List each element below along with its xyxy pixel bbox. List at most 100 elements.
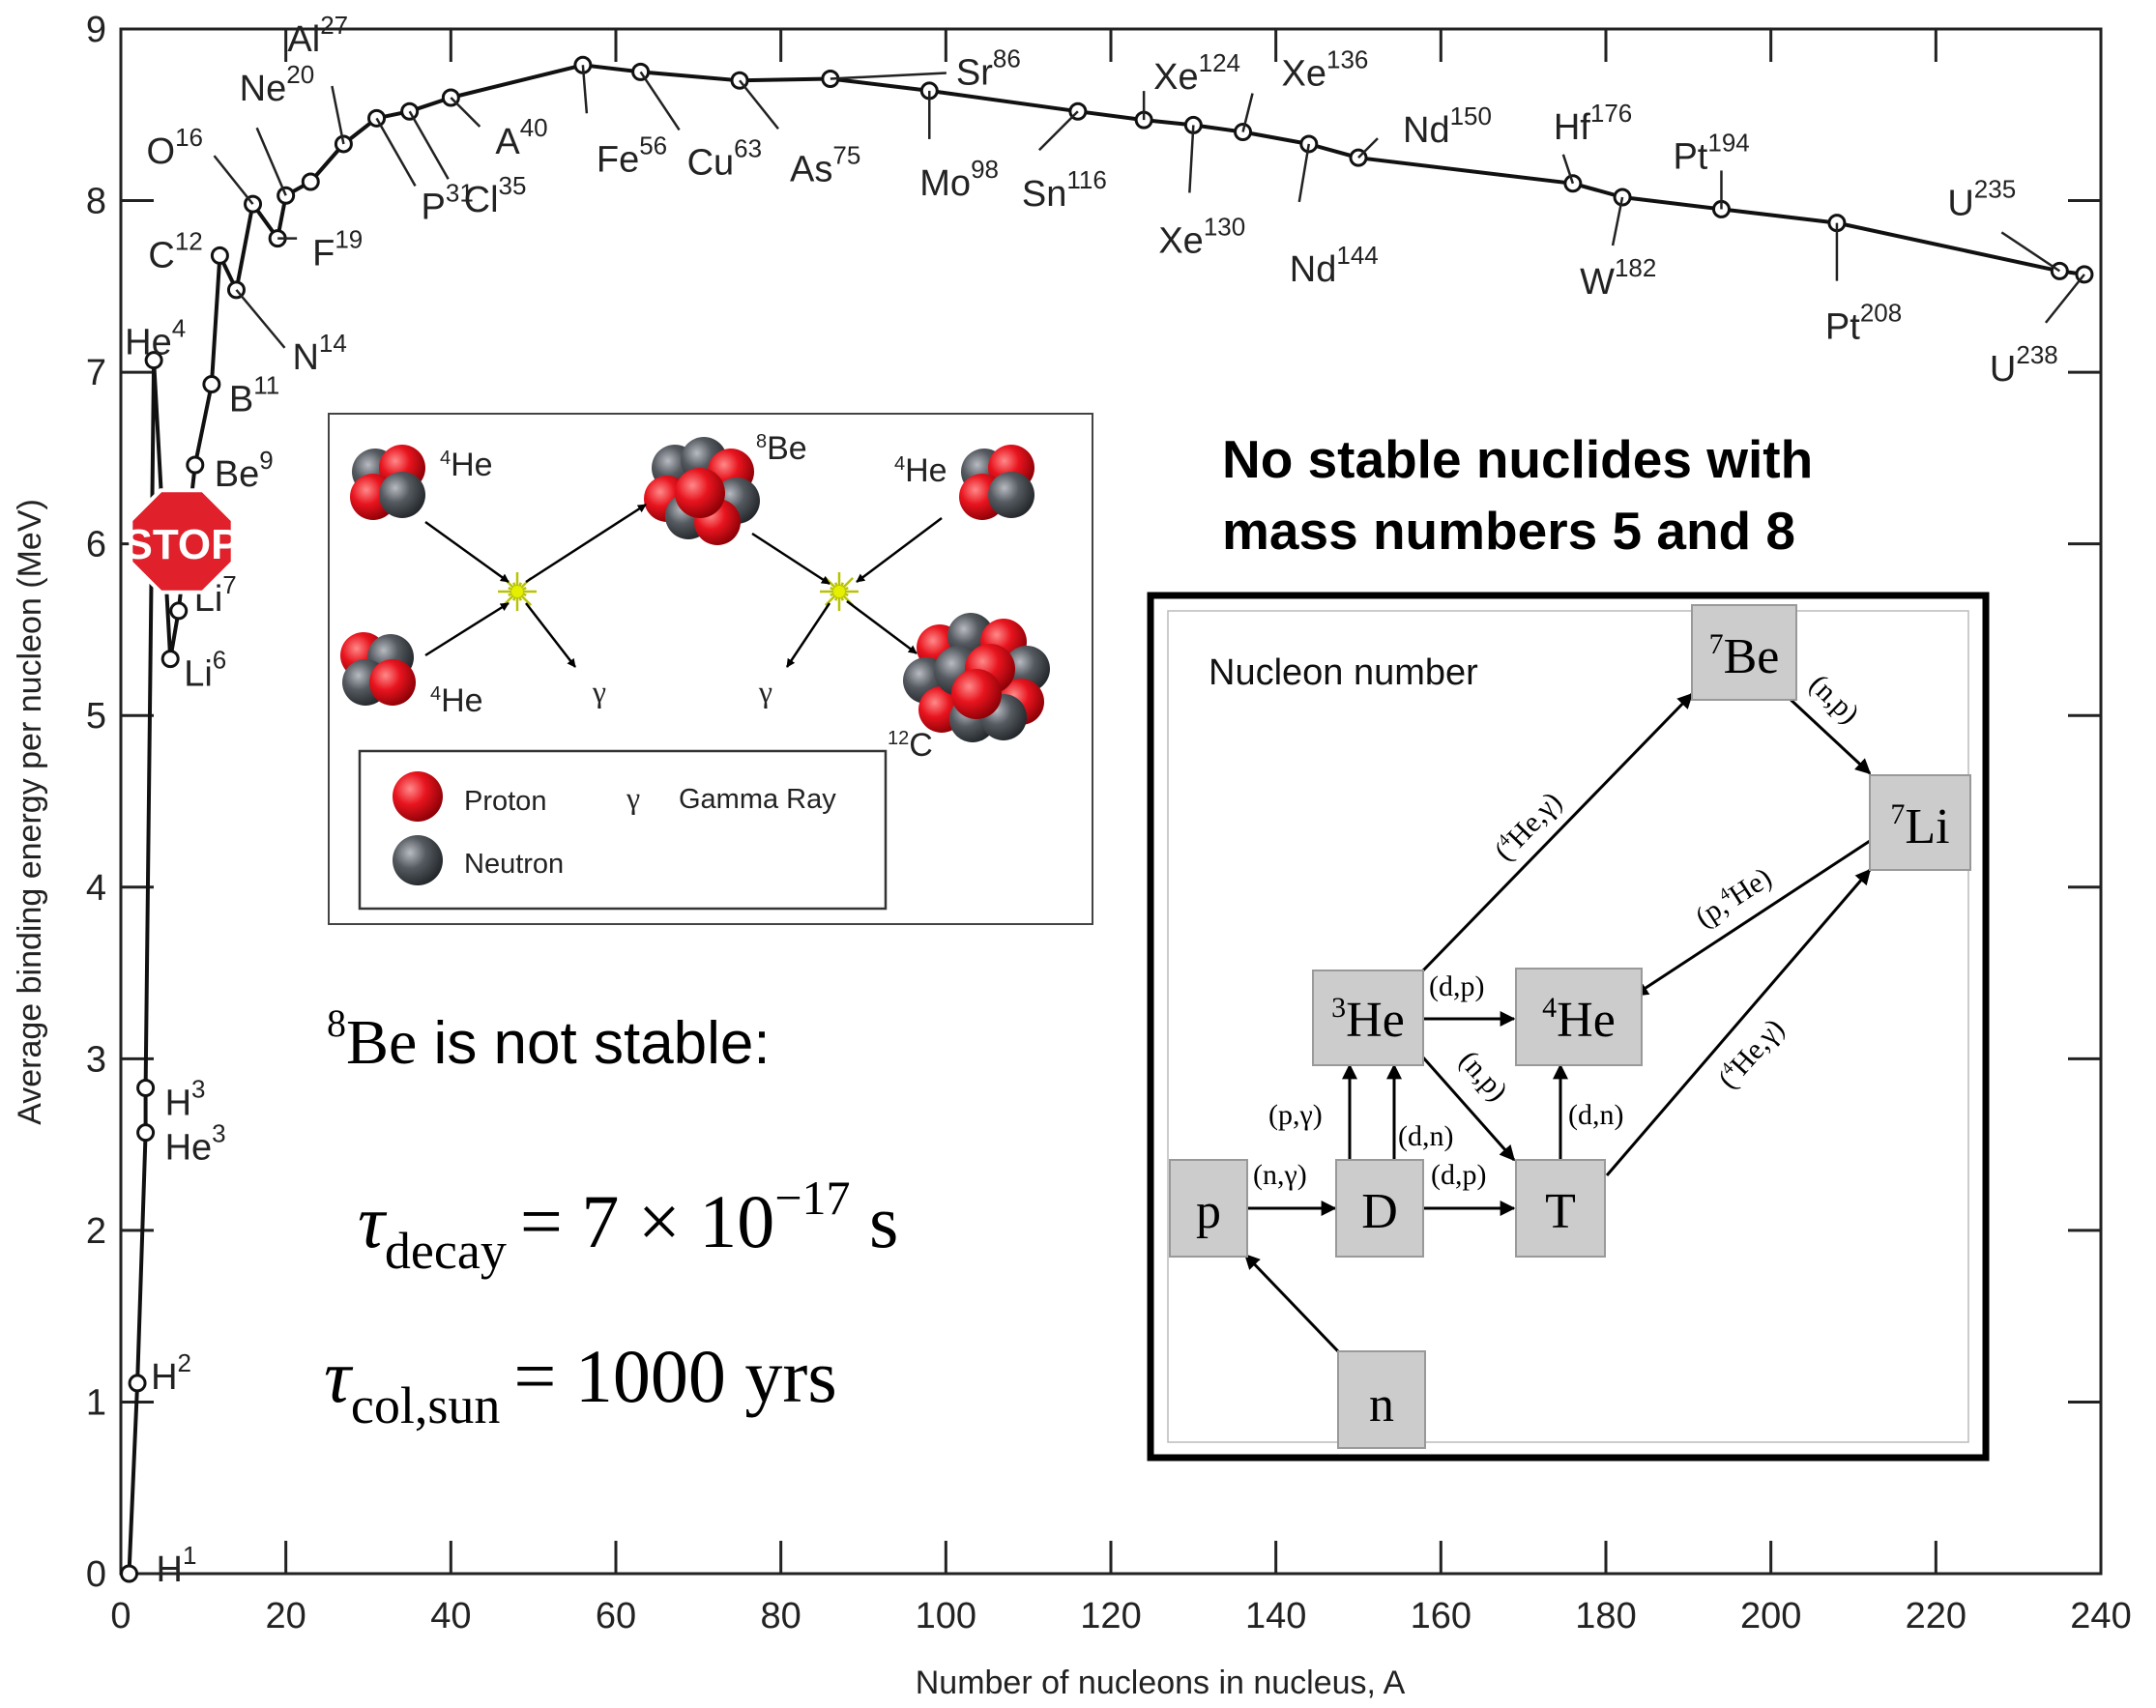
nuclide-label: Xe136 bbox=[1282, 45, 1369, 95]
leader-line bbox=[1561, 154, 1575, 185]
triple-alpha-inset: 4He 4He 8Be 4He 12C γ γ Proton Neutron γ… bbox=[328, 413, 1093, 925]
data-point bbox=[301, 172, 320, 191]
nuclide-label: Cu63 bbox=[687, 133, 763, 183]
neutron-ball bbox=[379, 472, 425, 518]
y-tick-label-9: 9 bbox=[86, 10, 106, 50]
inset-legend-frame bbox=[358, 749, 888, 911]
x-ticks bbox=[284, 29, 1937, 1574]
nuclide-label: Nd150 bbox=[1403, 101, 1492, 151]
leader-line bbox=[739, 79, 779, 130]
arrow-star1-gamma bbox=[525, 602, 576, 668]
nuclide-label: Al27 bbox=[287, 11, 348, 60]
data-point bbox=[169, 601, 189, 621]
node-t: T bbox=[1515, 1159, 1606, 1258]
nuclide-label: H2 bbox=[151, 1348, 191, 1398]
leader-line bbox=[2000, 231, 2061, 273]
leader-line bbox=[375, 117, 417, 187]
leader-line bbox=[1241, 93, 1254, 132]
nuclide-label: He4 bbox=[125, 314, 186, 363]
nuclide-label: N14 bbox=[292, 329, 346, 378]
y-tick-label-4: 4 bbox=[86, 868, 106, 909]
node-d: D bbox=[1335, 1159, 1424, 1258]
network-title: Nucleon number bbox=[1209, 652, 1478, 693]
x-tick-label-200: 200 bbox=[1740, 1596, 1801, 1636]
reaction-he3-he4: (d,p) bbox=[1429, 970, 1484, 1002]
no-stable-nuclides-line1: No stable nuclides with bbox=[1222, 429, 1813, 489]
y-tick-label-8: 8 bbox=[86, 182, 106, 222]
gamma-label-2: γ bbox=[758, 674, 772, 709]
be8-label: 8Be bbox=[756, 430, 807, 467]
star-core bbox=[833, 586, 845, 597]
leader-line bbox=[1037, 110, 1079, 152]
node-he3: 3He bbox=[1312, 970, 1424, 1066]
proton-ball bbox=[951, 669, 1002, 719]
arrow-he3-to-be7 bbox=[1421, 692, 1694, 972]
stop-sign: STOP bbox=[124, 488, 240, 594]
x-tick-labels: 0 20 40 60 80 100 120 140 160 180 200 220 240 bbox=[110, 1596, 2131, 1636]
proton-legend-swatch bbox=[393, 771, 443, 822]
nuclide-label: H1 bbox=[157, 1541, 197, 1590]
node-li7-label: 7Li bbox=[1890, 798, 1949, 854]
y-tick-label-7: 7 bbox=[86, 353, 106, 393]
he4-nucleus-right bbox=[959, 445, 1034, 520]
star-core bbox=[511, 586, 523, 597]
data-point bbox=[120, 1564, 139, 1583]
leader-line bbox=[2044, 274, 2085, 324]
nuclide-label: B11 bbox=[229, 371, 279, 420]
chart-axes: 0 20 40 60 80 100 120 140 160 180 200 220 240 0 1 2 3 4 5… bbox=[12, 10, 2132, 1701]
arrow-star2-to-c12 bbox=[846, 600, 918, 654]
nuclide-label: Li6 bbox=[184, 646, 226, 695]
data-point bbox=[136, 1123, 156, 1143]
network-inner-frame bbox=[1167, 610, 1969, 1443]
nuclide-label: Mo98 bbox=[919, 155, 999, 204]
he4-top-label: 4He bbox=[440, 447, 493, 483]
binding-energy-curve bbox=[120, 55, 2094, 1583]
nuclide-label: He3 bbox=[165, 1119, 226, 1169]
x-tick-label-120: 120 bbox=[1080, 1596, 1141, 1636]
node-be7: 7Be bbox=[1691, 604, 1797, 701]
node-n-box bbox=[1337, 1350, 1426, 1449]
data-point bbox=[210, 246, 229, 265]
node-t-box bbox=[1515, 1159, 1606, 1258]
x-tick-label-20: 20 bbox=[266, 1596, 306, 1636]
node-p-label: p bbox=[1196, 1184, 1221, 1239]
node-he4-label: 4He bbox=[1542, 992, 1616, 1048]
leader-line bbox=[1611, 196, 1624, 246]
arrow-t-to-li7 bbox=[1605, 868, 1872, 1176]
stop-text: STOP bbox=[124, 521, 239, 568]
node-he4-box bbox=[1515, 968, 1643, 1066]
node-n-label: n bbox=[1369, 1377, 1394, 1433]
y-tick-label-0: 0 bbox=[86, 1554, 106, 1595]
nuclide-label: H3 bbox=[165, 1075, 206, 1124]
no-stable-nuclides-line2: mass numbers 5 and 8 bbox=[1222, 501, 1795, 561]
data-point bbox=[202, 375, 221, 394]
arrow-li7-to-he4 bbox=[1632, 839, 1871, 998]
nuclide-labels: H1H2H3He3He4Li6Li7Be9B11C12N14O16F19Ne20… bbox=[125, 11, 2058, 1590]
leader-line bbox=[213, 155, 254, 205]
node-be7-label: 7Be bbox=[1709, 628, 1780, 684]
leader-line bbox=[639, 71, 681, 131]
nuclide-label: Xe124 bbox=[1153, 48, 1240, 98]
reaction-d-t: (d,p) bbox=[1431, 1159, 1486, 1191]
y-tick-label-3: 3 bbox=[86, 1039, 106, 1080]
x-tick-label-220: 220 bbox=[1906, 1596, 1967, 1636]
leader-line bbox=[1188, 125, 1195, 193]
node-he3-label: 3He bbox=[1331, 992, 1405, 1048]
reaction-d-he3-b: (d,n) bbox=[1398, 1120, 1453, 1152]
x-tick-label-80: 80 bbox=[761, 1596, 801, 1636]
node-p-box bbox=[1169, 1159, 1248, 1258]
arrow-he4a-to-star1 bbox=[424, 520, 510, 584]
gamma-legend-symbol: γ bbox=[626, 780, 640, 815]
nuclide-label: C12 bbox=[148, 226, 202, 275]
nuclide-label: Fe56 bbox=[597, 130, 667, 180]
x-axis-label: Number of nucleons in nucleus, A bbox=[916, 1665, 1406, 1701]
node-t-label: T bbox=[1545, 1184, 1576, 1239]
node-he4: 4He bbox=[1515, 968, 1643, 1066]
leader-line bbox=[255, 127, 287, 196]
data-point bbox=[136, 1079, 156, 1098]
x-tick-label-0: 0 bbox=[110, 1596, 131, 1636]
neutron-legend-swatch bbox=[393, 835, 443, 885]
leader-line bbox=[830, 72, 947, 80]
stop-octagon bbox=[129, 488, 235, 594]
